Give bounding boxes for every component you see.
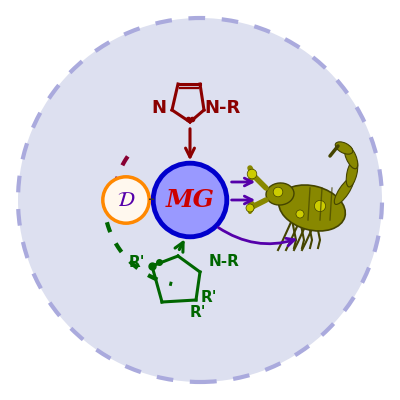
Text: -: - — [148, 190, 155, 210]
Text: R': R' — [190, 305, 206, 320]
Circle shape — [153, 163, 227, 237]
Text: R': R' — [128, 255, 145, 270]
Ellipse shape — [346, 159, 358, 187]
Circle shape — [103, 177, 149, 223]
Text: MG: MG — [166, 188, 214, 212]
Circle shape — [247, 169, 257, 179]
Circle shape — [296, 210, 304, 218]
Text: $\mathcal{D}$: $\mathcal{D}$ — [117, 190, 135, 210]
Circle shape — [273, 187, 283, 197]
Ellipse shape — [335, 142, 353, 154]
Ellipse shape — [334, 178, 354, 204]
Text: N: N — [152, 99, 167, 117]
Ellipse shape — [279, 185, 345, 231]
Ellipse shape — [344, 145, 358, 169]
Circle shape — [314, 200, 326, 212]
Circle shape — [246, 204, 254, 212]
Circle shape — [18, 18, 382, 382]
Text: R': R' — [201, 290, 217, 306]
Text: N-R: N-R — [204, 99, 240, 117]
Text: N-R: N-R — [209, 254, 240, 270]
Ellipse shape — [266, 183, 294, 205]
